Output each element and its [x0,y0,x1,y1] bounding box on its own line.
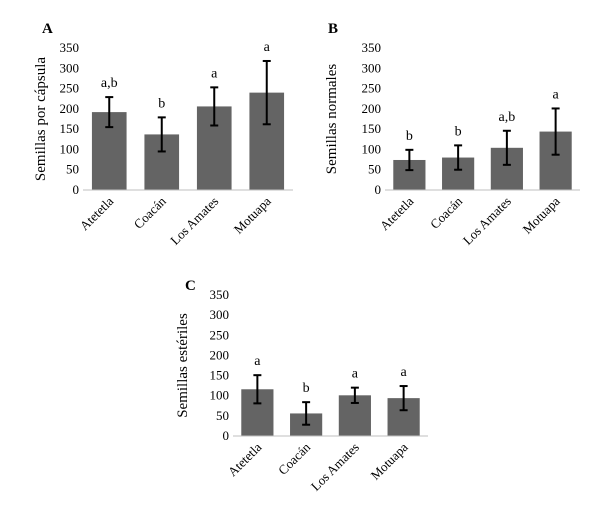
x-category-label: Los Amates [308,440,362,494]
y-tick-label: 0 [223,428,230,443]
y-tick-label: 200 [60,101,80,116]
panel-label: B [328,21,338,37]
x-category-label: Atetetla [225,439,265,479]
y-tick-label: 250 [60,81,80,96]
y-tick-label: 50 [66,162,79,177]
x-category-label: Motuapa [231,193,274,236]
y-tick-label: 0 [375,182,382,197]
x-category-label: Motuapa [367,439,410,482]
y-tick-label: 0 [73,182,80,197]
y-axis-title: Semillas estériles [175,313,191,418]
x-category-label: Atetetla [77,193,117,233]
y-tick-label: 250 [362,81,382,96]
significance-letter: a [254,354,261,369]
y-tick-label: 350 [210,287,230,302]
y-tick-label: 300 [60,60,80,75]
significance-letter: b [158,96,165,111]
significance-letter: a,b [499,110,516,125]
x-category-label: Atetetla [377,193,417,233]
x-category-label: Motuapa [519,193,562,236]
y-axis-title: Semillas por cápsula [33,57,49,181]
y-axis-title: Semillas normales [324,64,340,175]
x-category-label: Coacán [275,439,314,478]
y-tick-label: 250 [210,327,230,342]
y-tick-label: 50 [216,408,229,423]
y-tick-label: 200 [210,347,230,362]
y-tick-label: 50 [368,162,381,177]
panel-label: A [42,21,53,37]
y-tick-label: 100 [362,141,382,156]
chart-panel-c: C 0 50 100 150 200 250 300 350 Semillas estériles… [175,278,428,494]
y-tick-label: 300 [210,307,230,322]
y-tick-label: 350 [362,40,382,55]
panel-label: C [185,278,196,294]
significance-letter: b [455,124,462,139]
x-category-label: Los Amates [167,194,221,248]
y-tick-label: 150 [60,121,80,136]
y-tick-label: 200 [362,101,382,116]
y-tick-label: 100 [60,141,80,156]
significance-letter: a [553,87,560,102]
y-tick-label: 150 [362,121,382,136]
significance-letter: a,b [101,76,118,91]
significance-letter: a [352,367,359,382]
y-tick-label: 300 [362,60,382,75]
significance-letter: b [406,129,413,144]
significance-letter: a [264,40,271,55]
significance-letter: a [401,365,408,380]
y-tick-label: 150 [210,368,230,383]
x-category-label: Coacán [131,193,170,232]
x-category-label: Coacán [427,193,466,232]
chart-panel-b: B 0 50 100 150 200 250 300 350 Semillas normales b… [324,21,580,248]
significance-letter: a [211,66,218,81]
y-tick-label: 100 [210,388,230,403]
significance-letter: b [303,381,310,396]
chart-panel-a: A 0 50 100 150 200 250 300 350 Semillas por cápsu… [33,21,293,248]
y-tick-label: 350 [60,40,80,55]
x-category-label: Los Amates [460,194,514,248]
